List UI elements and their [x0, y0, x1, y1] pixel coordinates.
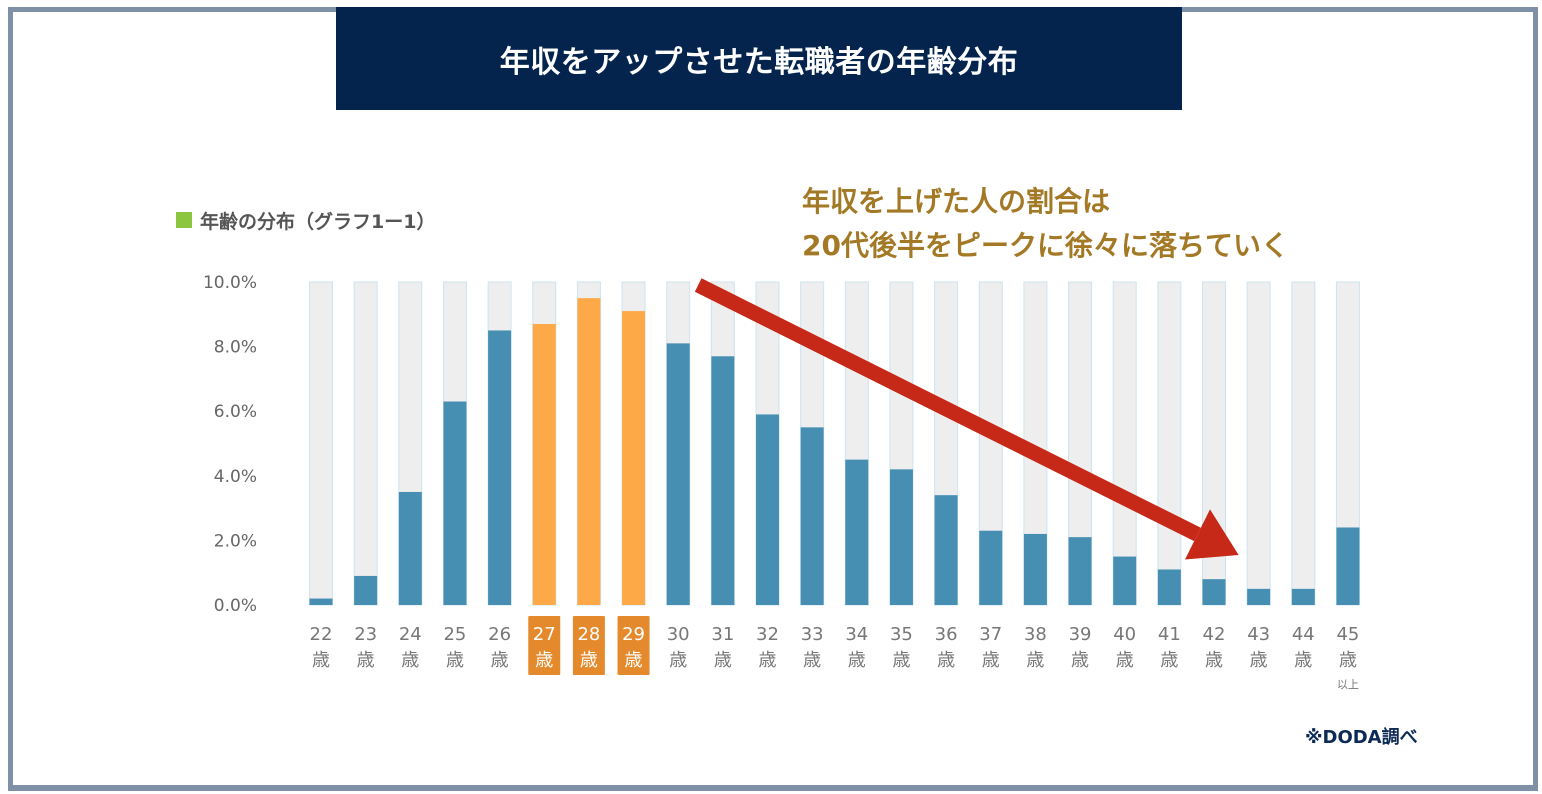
bar: [1023, 533, 1047, 605]
bar-track: [1246, 281, 1271, 606]
bar: [1291, 588, 1315, 605]
bar-highlighted: [577, 298, 601, 605]
x-tick-label: 35: [890, 624, 913, 645]
x-tick-suffix: 歳: [1071, 650, 1089, 671]
bar: [756, 414, 779, 605]
x-tick-suffix: 歳: [1160, 650, 1178, 671]
x-tick-suffix: 歳: [848, 650, 866, 671]
x-label-highlight-bg: [572, 616, 605, 675]
annotation-text: 年収を上げた人の割合は 20代後半をピークに徐々に落ちていく: [802, 180, 1289, 268]
legend: 年齢の分布（グラフ1ー1）: [176, 207, 435, 233]
bar-track: [1291, 281, 1316, 606]
x-tick-suffix: 歳: [669, 650, 687, 671]
x-tick-label: 45: [1336, 624, 1359, 645]
x-label-highlight-bg: [528, 616, 561, 675]
y-tick-label: 2.0%: [214, 531, 257, 551]
bar: [711, 356, 735, 605]
bar: [443, 401, 467, 605]
x-tick-label: 25: [443, 624, 466, 645]
x-tick-label: 39: [1069, 624, 1092, 645]
x-tick-suffix: 歳: [625, 650, 643, 671]
annotation-line-1: 年収を上げた人の割合は: [802, 185, 1111, 218]
x-tick-suffix: 歳: [1339, 650, 1357, 671]
x-label-highlight-bg: [617, 616, 650, 675]
x-tick-suffix: 歳: [1116, 650, 1134, 671]
x-tick-suffix: 歳: [982, 650, 1000, 671]
trend-arrow-shaft: [694, 278, 1201, 542]
bar: [1068, 537, 1092, 605]
y-tick-label: 8.0%: [214, 338, 257, 358]
x-tick-label: 31: [711, 624, 734, 645]
bar-track: [1157, 281, 1182, 606]
x-tick-suffix: 歳: [937, 650, 955, 671]
x-tick-label: 36: [935, 624, 958, 645]
bar: [1202, 579, 1226, 605]
bar-track: [309, 281, 333, 606]
x-tick-label: 28: [577, 624, 600, 645]
x-tick-label: 34: [845, 624, 868, 645]
bar-highlighted: [532, 323, 556, 605]
x-tick-suffix: 歳: [401, 650, 419, 671]
bar: [979, 530, 1003, 605]
y-tick-label: 10.0%: [203, 273, 257, 293]
x-tick-label: 38: [1024, 624, 1047, 645]
x-tick-suffix: 歳: [580, 650, 598, 671]
bar: [889, 469, 913, 605]
x-tick-label: 29: [622, 624, 645, 645]
legend-swatch-icon: [176, 212, 192, 228]
bar-track: [353, 281, 378, 606]
x-tick-label: 23: [354, 624, 377, 645]
bar: [845, 459, 869, 605]
bar: [1336, 527, 1360, 605]
bar: [1113, 556, 1137, 605]
bar: [666, 343, 690, 605]
x-tick-label: 40: [1113, 624, 1136, 645]
x-tick-suffix: 歳: [357, 650, 375, 671]
x-tick-label: 33: [801, 624, 824, 645]
x-tick-suffix: 歳: [759, 650, 777, 671]
x-tick-label: 32: [756, 624, 779, 645]
x-tick-note: 以上: [1337, 678, 1359, 691]
x-tick-label: 22: [310, 624, 333, 645]
bar: [398, 491, 422, 605]
x-tick-suffix: 歳: [491, 650, 509, 671]
bar-highlighted: [622, 311, 646, 605]
x-tick-suffix: 歳: [1026, 650, 1044, 671]
x-tick-suffix: 歳: [892, 650, 910, 671]
x-tick-suffix: 歳: [446, 650, 464, 671]
x-tick-label: 42: [1203, 624, 1226, 645]
bar: [354, 575, 378, 605]
trend-arrow-head-icon: [1184, 509, 1239, 560]
x-tick-label: 24: [399, 624, 422, 645]
bar: [934, 495, 958, 605]
source-note: ※DODA調べ: [1305, 727, 1418, 748]
bar: [488, 330, 512, 605]
y-tick-label: 4.0%: [214, 467, 257, 487]
x-tick-label: 41: [1158, 624, 1181, 645]
x-tick-suffix: 歳: [1205, 650, 1223, 671]
x-tick-label: 44: [1292, 624, 1315, 645]
x-tick-label: 43: [1247, 624, 1270, 645]
y-tick-label: 6.0%: [214, 402, 257, 422]
title-banner: 年収をアップさせた転職者の年齢分布: [336, 7, 1182, 110]
x-tick-label: 27: [533, 624, 556, 645]
x-tick-suffix: 歳: [1250, 650, 1268, 671]
bar: [309, 598, 333, 605]
x-tick-suffix: 歳: [535, 650, 553, 671]
x-tick-label: 37: [979, 624, 1002, 645]
x-tick-suffix: 歳: [312, 650, 330, 671]
annotation-line-2: 20代後半をピークに徐々に落ちていく: [802, 229, 1289, 262]
legend-label: 年齢の分布（グラフ1ー1）: [200, 210, 436, 233]
chart-title: 年収をアップさせた転職者の年齢分布: [499, 44, 1019, 80]
x-tick-suffix: 歳: [803, 650, 821, 671]
x-tick-label: 26: [488, 624, 511, 645]
bar: [1157, 569, 1181, 605]
bar: [800, 427, 824, 605]
x-tick-label: 30: [667, 624, 690, 645]
x-tick-suffix: 歳: [714, 650, 732, 671]
x-tick-suffix: 歳: [1294, 650, 1312, 671]
bar: [1247, 588, 1271, 605]
y-tick-label: 0.0%: [214, 596, 257, 616]
